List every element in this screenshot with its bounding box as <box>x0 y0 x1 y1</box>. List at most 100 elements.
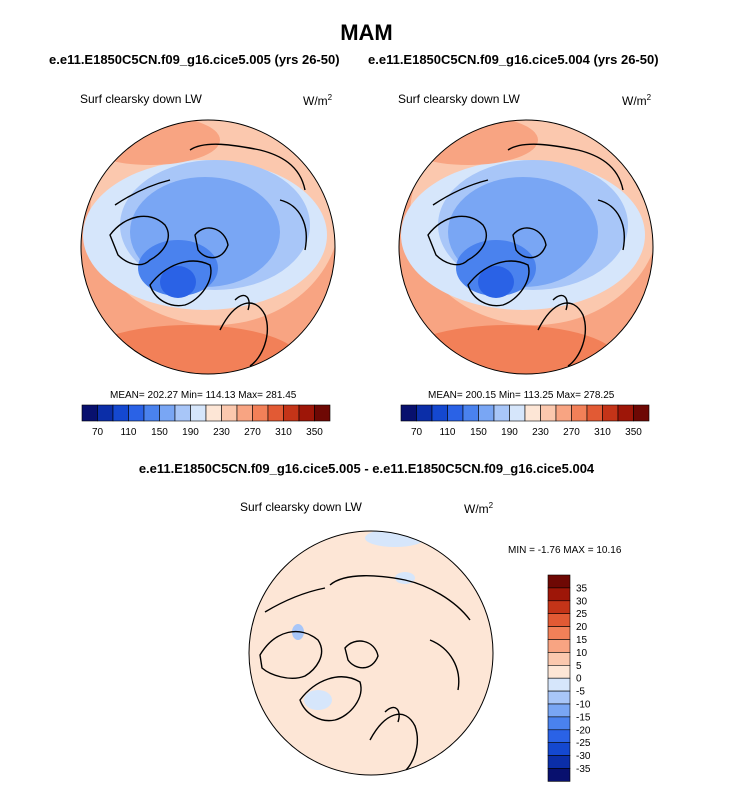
diff-bg-field <box>249 531 493 775</box>
diff-colorbar-tick-label: -35 <box>576 764 591 775</box>
panel2-colorbar-tick-label: 350 <box>625 427 642 438</box>
panel2-stats: MEAN= 200.15 Min= 113.25 Max= 278.25 <box>428 390 615 401</box>
diff-colorbar-cell <box>547 613 571 627</box>
figure-title: MAM <box>340 20 393 45</box>
panel2-colorbar-cell <box>509 404 526 422</box>
panel1-field-blue4 <box>160 266 196 298</box>
panel1-colorbar-tick-label: 350 <box>306 427 323 438</box>
panel2-colorbar-tick-label: 70 <box>411 427 423 438</box>
panel1-map-border <box>80 119 336 375</box>
panel2-colorbar-cell <box>400 404 417 422</box>
panel1-colorbar-tick-label: 110 <box>121 427 137 438</box>
diff-colorbar-cell <box>547 716 571 731</box>
panel1-colorbar-cell <box>190 404 207 422</box>
diff-colorbar-tick-label: 25 <box>576 609 588 620</box>
diff-colorbar-cell <box>547 729 571 743</box>
diff-colorbar-tick-label: -25 <box>576 738 591 749</box>
panel1-colorbar-tick-label: 190 <box>182 427 199 438</box>
panel1-colorbar-cell <box>221 404 238 422</box>
diff-colorbar-tick-label: 35 <box>576 583 588 594</box>
panel1-field-warm-bottom <box>81 325 300 374</box>
panel1-colorbar-cell <box>314 404 331 422</box>
panel1-colorbar-cell <box>252 404 269 422</box>
diff-colorbar-tick-label: -30 <box>576 751 591 762</box>
panel1-colorbar-cell <box>159 404 176 422</box>
panel1-coastlines <box>109 143 307 367</box>
panel2-colorbar-cell <box>416 404 433 422</box>
panel2-map-border <box>398 119 654 375</box>
diff-colorbar-cell <box>547 574 571 589</box>
panel1-colorbar-cell <box>283 404 300 422</box>
panel2-colorbar-cell <box>555 404 572 422</box>
diff-units: W/m2 <box>464 501 494 516</box>
diff-colorbar-cell <box>547 652 571 666</box>
panel2-colorbar-tick-label: 270 <box>563 427 580 438</box>
diff-colorbar-tick-label: -10 <box>576 700 591 711</box>
panel2-colorbar-tick-label: 310 <box>594 427 611 438</box>
panel1-units: W/m2 <box>303 93 333 108</box>
diff-stats: MIN = -1.76 MAX = 10.16 <box>508 545 622 556</box>
diff-colorbar-tick-label: 30 <box>576 596 588 607</box>
panel2-colorbar-cell <box>447 404 464 422</box>
panel2-colorbar: 70 110 150 190 230 270 310 350 <box>400 404 650 438</box>
diff-colorbar-cell <box>547 587 571 602</box>
panel2-field-warm-top <box>399 120 538 165</box>
panel1-colorbar-cell <box>81 404 98 422</box>
diff-colorbar-cell <box>547 639 571 653</box>
diff-colorbar-cell <box>547 690 571 705</box>
diff-field-cool-top <box>365 531 425 547</box>
panel1-colorbar-tick-label: 230 <box>213 427 230 438</box>
diff-colorbar-cell <box>547 664 571 679</box>
diff-colorbar-cell <box>547 768 571 782</box>
panel2-colorbar-cell <box>633 404 650 422</box>
panel1-colorbar-cell <box>267 404 284 422</box>
panel1-colorbar-cell <box>298 404 315 422</box>
diff-colorbar-tick-label: 20 <box>576 622 588 633</box>
panel1-colorbar-cell <box>174 404 191 422</box>
diff-colorbar-cell <box>547 677 571 692</box>
diff-colorbar-cell <box>547 742 571 756</box>
panel1-variable-label: Surf clearsky down LW <box>80 92 202 106</box>
panel2-colorbar-cell <box>540 404 557 422</box>
panel1-stats: MEAN= 202.27 Min= 114.13 Max= 281.45 <box>110 390 297 401</box>
panel1-map <box>81 120 335 374</box>
diff-coastlines <box>259 575 471 775</box>
panel2-colorbar-tick-label: 190 <box>501 427 518 438</box>
panel2-colorbar-cell <box>462 404 479 422</box>
panel1-colorbar-cell <box>128 404 145 422</box>
diff-colorbar-tick-label: 0 <box>576 674 582 685</box>
panel2-colorbar-cell <box>478 404 495 422</box>
diff-variable-label: Surf clearsky down LW <box>240 500 362 514</box>
panel1-colorbar-cell <box>236 404 253 422</box>
diff-colorbar-cell <box>547 600 571 614</box>
panel2-colorbar-cell <box>571 404 588 422</box>
panel1-colorbar: 70 110 150 190 230 270 310 350 <box>81 404 331 438</box>
panel1-colorbar-cell <box>97 404 114 422</box>
panel2-field-blue4 <box>478 266 514 298</box>
panel2-field-warm-bottom <box>399 325 618 374</box>
panel2-colorbar-cell <box>586 404 603 422</box>
diff-colorbar-tick-label: -5 <box>576 687 585 698</box>
diff-colorbar-tick-label: 10 <box>576 648 588 659</box>
panel1-colorbar-cell <box>112 404 129 422</box>
diff-colorbar-cell <box>547 626 571 640</box>
diff-colorbar-tick-label: 5 <box>576 661 582 672</box>
panel2-colorbar-cell <box>431 404 448 422</box>
panel2-coastlines <box>427 143 625 367</box>
panel2-colorbar-tick-label: 150 <box>470 427 487 438</box>
diff-title: e.e11.E1850C5CN.f09_g16.cice5.005 - e.e1… <box>138 461 595 476</box>
diff-map-border <box>248 530 494 776</box>
diff-colorbar-tick-label: 15 <box>576 635 588 646</box>
panel2-colorbar-cell <box>617 404 634 422</box>
diff-colorbar-tick-label: -20 <box>576 725 591 736</box>
diff-colorbar-cell <box>547 755 571 769</box>
panel2-units: W/m2 <box>622 93 652 108</box>
panel2-colorbar-cell <box>602 404 619 422</box>
diff-field-cool-low <box>304 690 332 710</box>
panel2-map <box>399 120 653 374</box>
panel1-colorbar-tick-label: 70 <box>92 427 104 438</box>
panel1-colorbar-tick-label: 150 <box>151 427 168 438</box>
panel1-colorbar-tick-label: 310 <box>275 427 292 438</box>
diff-map <box>249 531 493 775</box>
